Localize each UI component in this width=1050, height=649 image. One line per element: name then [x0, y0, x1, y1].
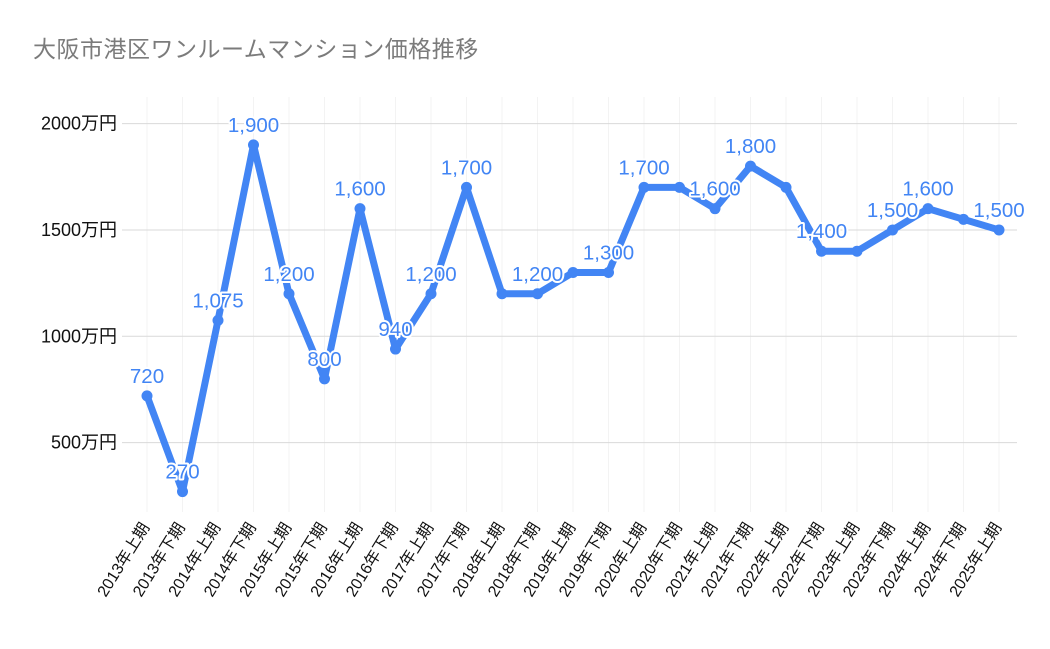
data-point [390, 343, 401, 355]
data-point [603, 266, 614, 278]
data-point [922, 203, 934, 215]
data-point [851, 245, 863, 257]
data-label: 1,700 [618, 156, 669, 179]
data-point [709, 203, 721, 215]
data-label: 1,600 [334, 178, 385, 201]
data-point [745, 160, 756, 172]
data-label: 1,200 [512, 263, 563, 286]
data-point [141, 390, 153, 402]
data-label: 800 [307, 348, 341, 371]
data-point [958, 213, 969, 225]
data-point [461, 181, 472, 193]
y-axis-tick-label: 1500万円 [41, 220, 117, 240]
y-axis-tick-label: 2000万円 [41, 114, 117, 134]
data-label: 940 [378, 318, 412, 341]
data-point [674, 181, 685, 193]
y-axis-tick-label: 500万円 [51, 433, 117, 453]
data-point [816, 245, 827, 257]
data-point [319, 373, 330, 385]
data-point [283, 288, 295, 300]
data-point [354, 203, 366, 215]
data-label: 720 [130, 365, 164, 388]
data-point [638, 181, 650, 193]
data-point [177, 486, 188, 498]
data-point [780, 181, 792, 193]
data-label: 1,200 [263, 263, 314, 286]
data-label: 1,075 [192, 289, 243, 312]
data-label: 1,700 [441, 156, 492, 179]
data-point [567, 266, 579, 278]
chart-title: 大阪市港区ワンルームマンション価格推移 [33, 36, 479, 62]
data-point [425, 288, 437, 300]
y-axis-tick-label: 1000万円 [41, 326, 117, 346]
data-point [496, 288, 508, 300]
data-label: 1,500 [973, 199, 1024, 222]
data-label: 1,500 [867, 199, 918, 222]
data-point [887, 224, 898, 236]
data-label: 1,800 [725, 135, 776, 158]
data-point [212, 314, 224, 326]
data-label: 1,400 [796, 220, 847, 243]
data-label: 1,600 [902, 178, 953, 201]
data-point [248, 139, 259, 151]
data-label: 270 [165, 461, 199, 484]
data-point [532, 288, 543, 300]
data-label: 1,900 [228, 114, 279, 137]
data-label: 1,600 [689, 178, 740, 201]
data-label: 1,300 [583, 241, 634, 264]
data-label: 1,200 [405, 263, 456, 286]
data-point [993, 224, 1005, 236]
